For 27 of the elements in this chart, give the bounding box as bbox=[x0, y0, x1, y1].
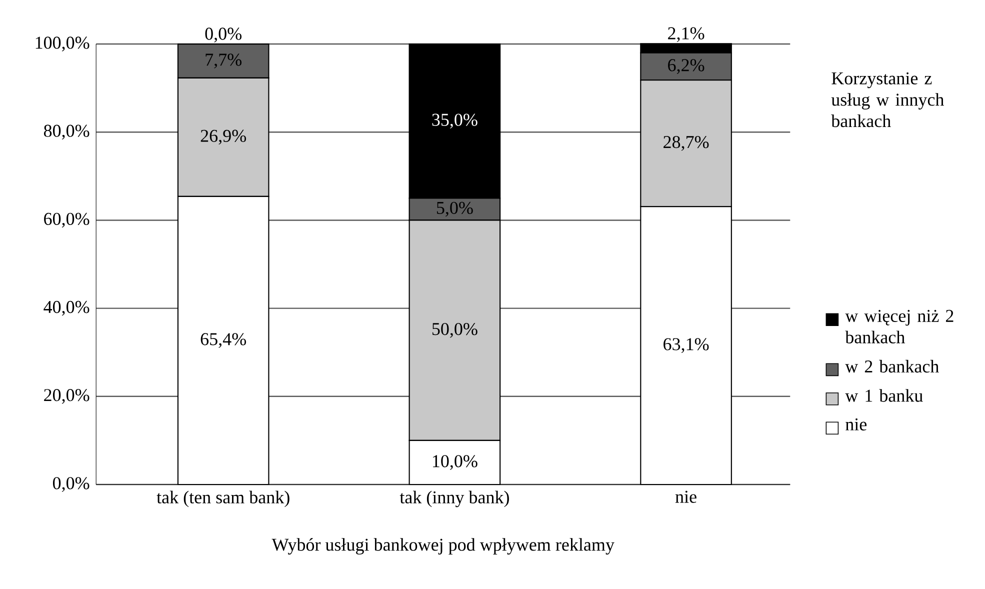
legend-label: w 2 bankach bbox=[845, 360, 939, 373]
legend-label: w więcej niż 2 bankach bbox=[845, 310, 954, 344]
y-tick-label: 60,0% bbox=[44, 213, 90, 228]
data-label: 0,0% bbox=[205, 28, 242, 43]
data-label: 50,0% bbox=[432, 323, 478, 338]
y-tick-label: 80,0% bbox=[44, 124, 90, 140]
x-tick-label: tak (inny bank) bbox=[400, 490, 509, 508]
y-tick-label: 100,0% bbox=[36, 36, 90, 52]
data-label: 5,0% bbox=[436, 202, 473, 217]
x-tick-label: tak (ten sam bank) bbox=[156, 490, 290, 508]
data-label: 7,7% bbox=[206, 54, 242, 69]
x-axis-title: Wybór usługi bankowej pod wpływem reklamy bbox=[272, 538, 614, 555]
y-tick-label: 0,0% bbox=[52, 477, 90, 492]
legend-title: Korzystanie z usług w innych bankach bbox=[831, 72, 944, 128]
legend-label: w 1 banku bbox=[845, 389, 923, 402]
data-label: 26,9% bbox=[200, 130, 246, 145]
data-label: 28,7% bbox=[664, 136, 709, 151]
data-label: 35,0% bbox=[432, 114, 478, 129]
data-label: 63,1% bbox=[664, 338, 709, 354]
legend-label: nie bbox=[846, 418, 867, 431]
data-label: 10,0% bbox=[433, 455, 478, 470]
y-tick-label: 20,0% bbox=[44, 389, 90, 404]
data-label: 6,2% bbox=[668, 59, 704, 74]
data-label: 2,1% bbox=[668, 27, 704, 42]
data-label: 65,4% bbox=[200, 333, 246, 348]
x-tick-label: nie bbox=[675, 490, 696, 504]
y-tick-label: 40,0% bbox=[44, 301, 90, 316]
